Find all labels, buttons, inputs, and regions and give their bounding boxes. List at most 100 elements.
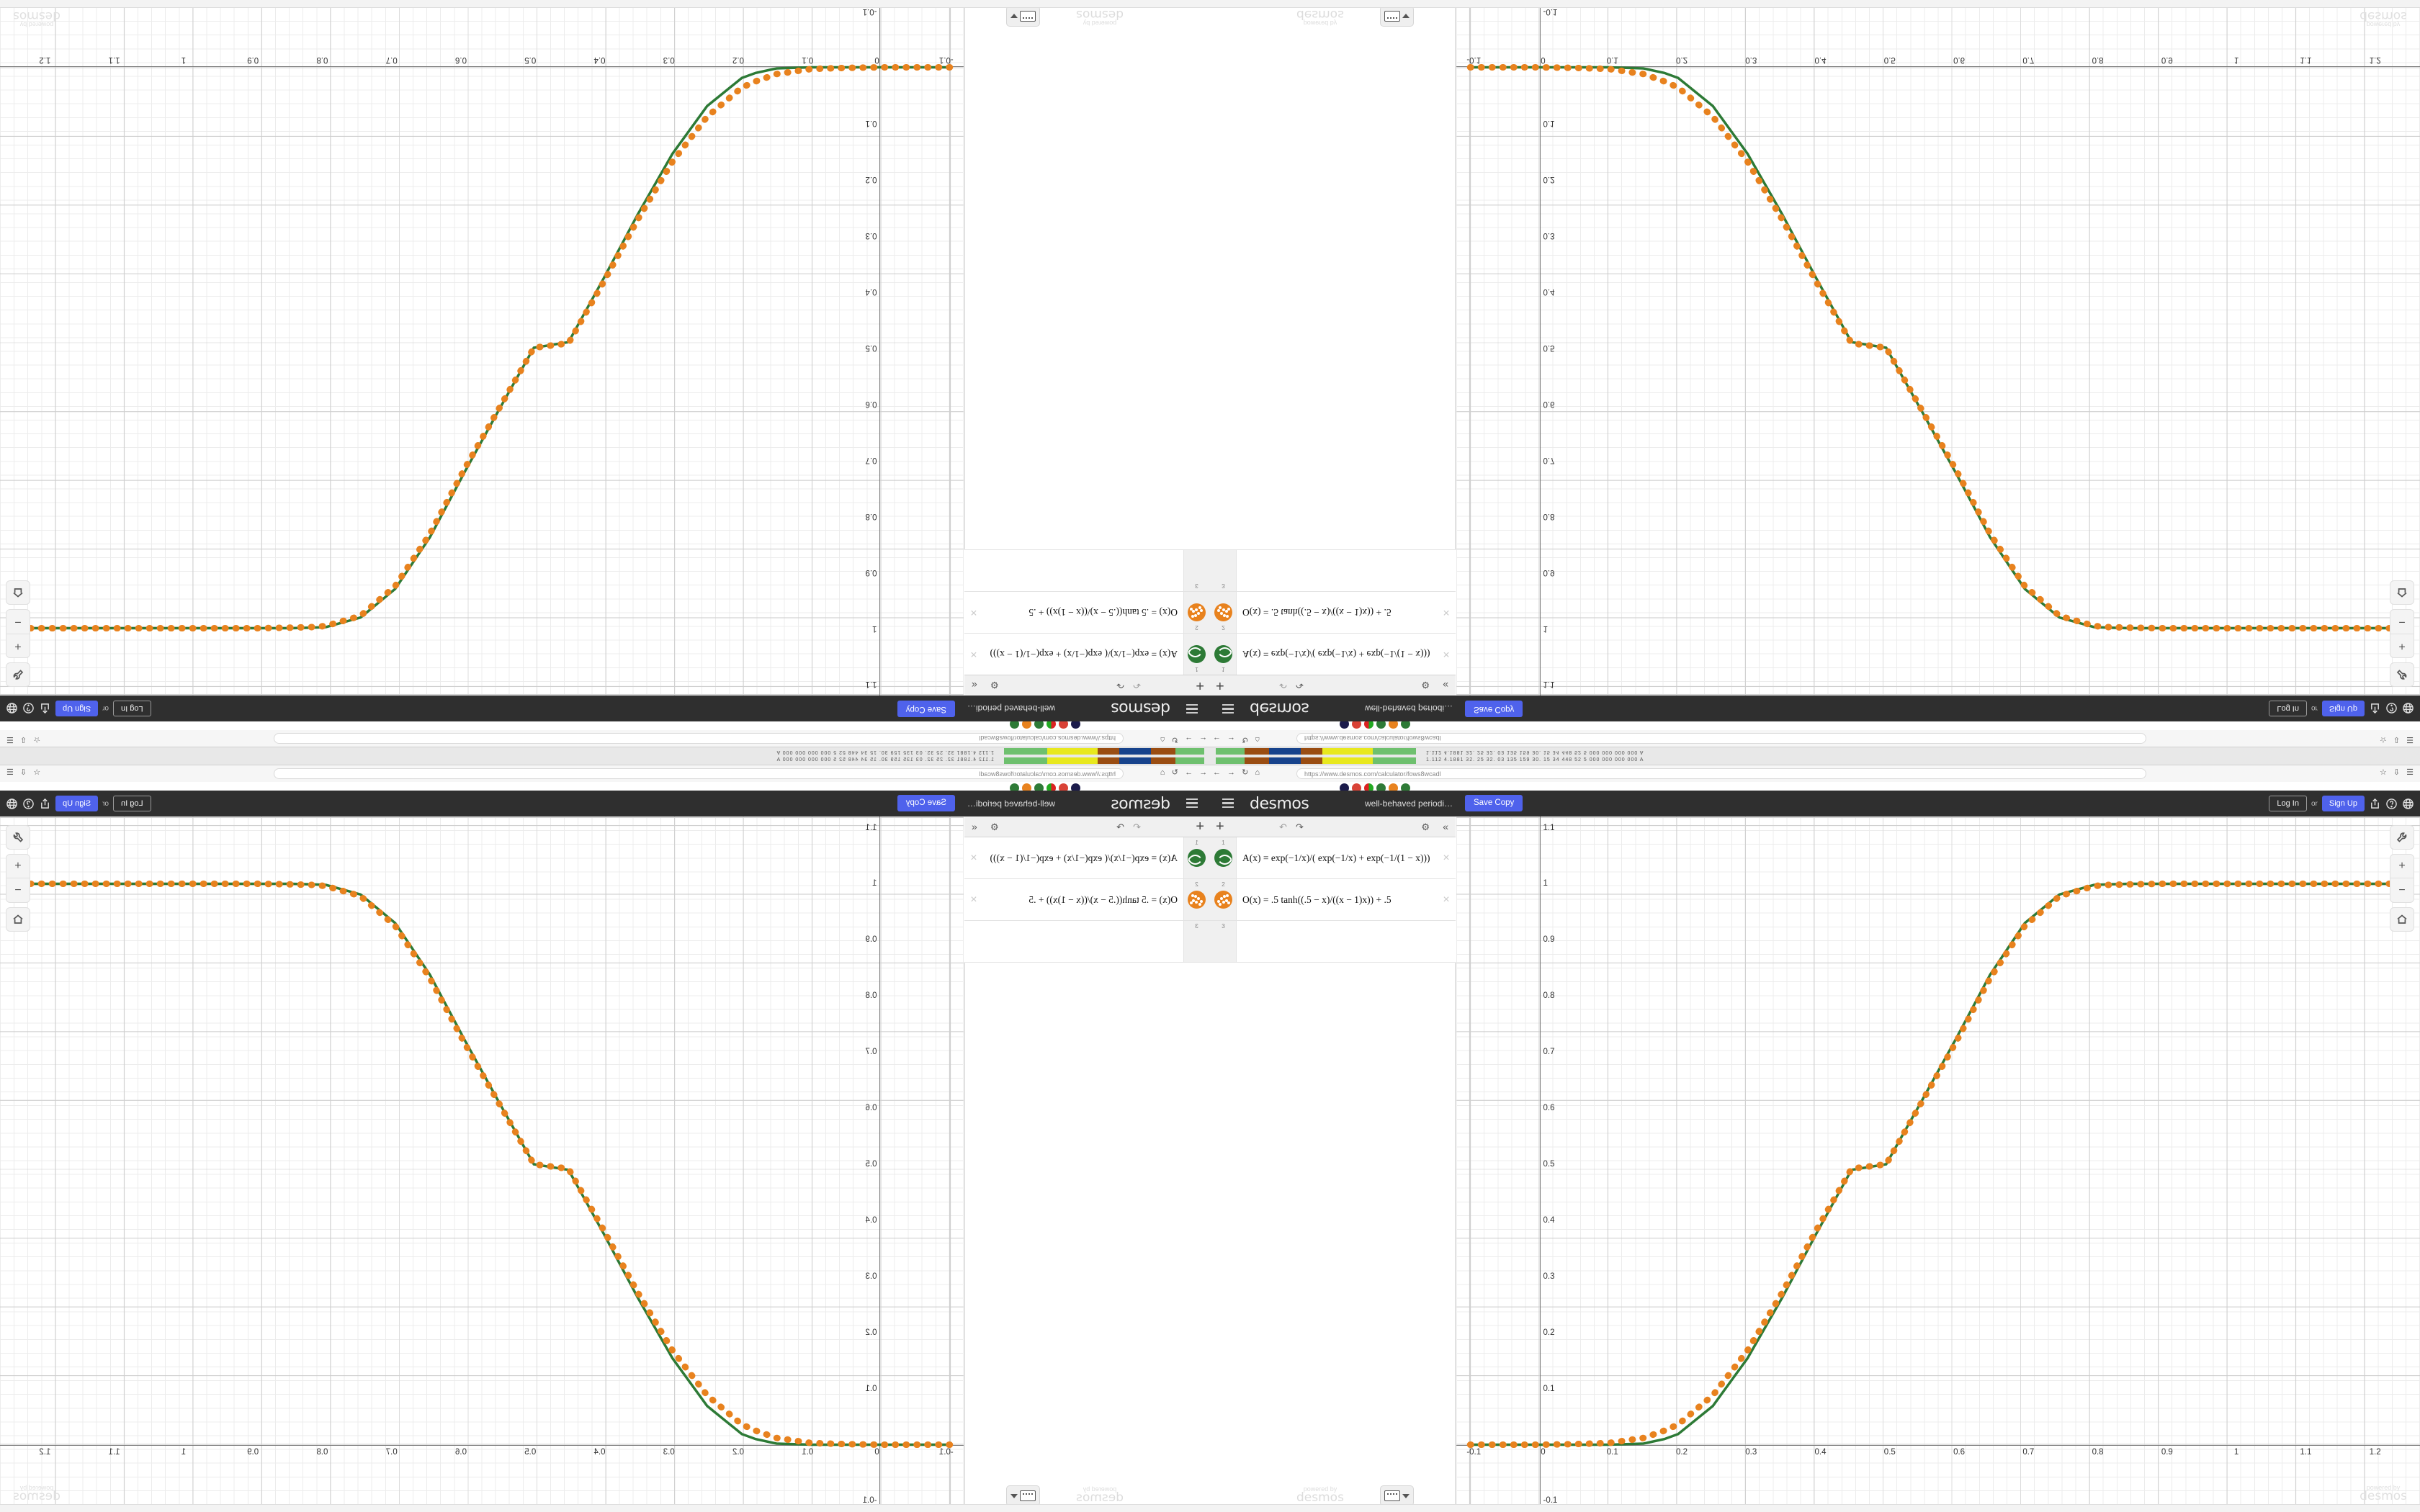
bookmark-icon-3[interactable] (1364, 783, 1373, 793)
zoom-in-icon[interactable]: + (6, 854, 30, 878)
expression-latex[interactable]: A(x) = exp(−1/x)/( exp(−1/x) + exp(−1/(1… (990, 649, 1178, 660)
share-icon[interactable] (39, 798, 51, 810)
browser-tab-strip[interactable]: 1.112 4.1881 32. 25 32. 03 135 159 30. 1… (0, 747, 1210, 756)
table-row[interactable]: 1 A(x) = exp(−1/x)/( exp(−1/x) + exp(−1/… (964, 837, 1210, 879)
graph-canvas[interactable]: -0.1 0 0.1 0.2 0.3 0.4 0.5 0.6 0.7 0.8 0.9 1 1.1 1.2 … (0, 0, 964, 696)
menu-hamburger-icon[interactable] (1222, 798, 1234, 809)
remove-expression-button[interactable]: × (1443, 606, 1450, 619)
collapse-panel-button[interactable]: « (972, 821, 977, 832)
menu-hamburger-icon[interactable] (1186, 798, 1198, 809)
settings-wrench-icon[interactable] (6, 662, 30, 687)
graph-canvas[interactable]: -0.1 0 0.1 0.2 0.3 0.4 0.5 0.6 0.7 0.8 0.9 1 1.1 1.2 … (1456, 0, 2420, 696)
add-expression-button[interactable]: + (1216, 819, 1224, 834)
keyboard-toggle-button[interactable] (1380, 6, 1414, 27)
share-icon[interactable] (2369, 798, 2381, 810)
undo-button[interactable]: ↶ (1279, 680, 1287, 690)
expression-latex[interactable] (964, 921, 1183, 962)
menu-hamburger-icon[interactable] (1186, 703, 1198, 714)
menu-hamburger-icon[interactable] (1222, 703, 1234, 714)
expression-latex[interactable]: A(x) = exp(−1/x)/( exp(−1/x) + exp(−1/(1… (1242, 852, 1430, 863)
table-row[interactable]: 3 (964, 549, 1210, 591)
zoom-in-icon[interactable]: + (2390, 634, 2414, 658)
bookmark-icon-1[interactable] (1340, 783, 1349, 793)
address-bar[interactable]: https://www.desmos.com/calculator/fows8w… (274, 768, 1124, 779)
bookmark-icon-desmos-2[interactable] (1389, 783, 1398, 793)
bookmark-icon-desmos-1[interactable] (1376, 783, 1386, 793)
help-icon[interactable] (2385, 798, 2398, 810)
table-row[interactable]: 3 (1210, 921, 1456, 963)
save-copy-button[interactable]: Save Copy (1465, 795, 1523, 811)
expression-latex[interactable]: O(x) = .5 tanh((.5 − x)/((x − 1)x)) + .5 (1028, 607, 1178, 618)
home-icon[interactable] (6, 580, 30, 605)
collapse-panel-button[interactable]: « (1443, 680, 1448, 691)
share-icon[interactable] (39, 703, 51, 715)
nav-back-forward-reload-icons[interactable]: ← → ↻ ⌂ (1213, 735, 1263, 744)
table-row[interactable]: 2 O(x) = .5 tanh((.5 − x)/((x − 1)x)) + … (1210, 591, 1456, 633)
table-row[interactable]: 2 O(x) = .5 tanh((.5 − x)/((x − 1)x)) + … (964, 591, 1210, 633)
undo-button[interactable]: ↶ (1133, 822, 1141, 832)
table-row[interactable]: 1 A(x) = exp(−1/x)/( exp(−1/x) + exp(−1/… (964, 633, 1210, 675)
orange-dotted-icon[interactable] (1188, 891, 1206, 909)
redo-button[interactable]: ↷ (1296, 822, 1304, 832)
graph-title[interactable]: well-behaved periodic funct... (965, 798, 1055, 809)
undo-button[interactable]: ↶ (1133, 680, 1141, 690)
zoom-out-icon[interactable]: − (6, 878, 30, 903)
expression-latex[interactable] (964, 550, 1183, 591)
collapse-panel-button[interactable]: « (1443, 821, 1448, 832)
nav-extension-icons[interactable]: ☆ ⇩ ☰ (2379, 768, 2416, 777)
graph-canvas[interactable]: -0.1 0 0.1 0.2 0.3 0.4 0.5 0.6 0.7 0.8 0.9 1 1.1 1.2 … (0, 816, 964, 1512)
graph-settings-gear-icon[interactable]: ⚙ (1421, 822, 1430, 832)
keyboard-toggle-button[interactable] (1006, 1485, 1040, 1506)
log-in-button[interactable]: Log In (113, 796, 151, 811)
table-row[interactable]: 3 (1210, 549, 1456, 591)
graph-title[interactable]: well-behaved periodic funct... (1365, 703, 1455, 714)
expression-latex[interactable]: A(x) = exp(−1/x)/( exp(−1/x) + exp(−1/(1… (990, 852, 1178, 863)
settings-wrench-icon[interactable] (2390, 662, 2414, 687)
browser-tab-strip[interactable]: 1.112 4.1881 32. 25 32. 03 135 159 30. 1… (1210, 747, 2420, 756)
keyboard-toggle-button[interactable] (1380, 1485, 1414, 1506)
orange-dotted-icon[interactable] (1188, 603, 1206, 621)
language-icon[interactable] (2402, 703, 2414, 715)
zoom-in-icon[interactable]: + (2390, 854, 2414, 878)
save-copy-button[interactable]: Save Copy (897, 795, 955, 811)
remove-expression-button[interactable]: × (1443, 851, 1450, 864)
zoom-out-icon[interactable]: − (2390, 609, 2414, 634)
nav-back-forward-reload-icons[interactable]: ← → ↻ ⌂ (1157, 768, 1207, 777)
browser-tab-strip[interactable]: 1.112 4.1881 32. 25 32. 03 135 159 30. 1… (1210, 756, 2420, 765)
remove-expression-button[interactable]: × (970, 606, 977, 619)
graph-title[interactable]: well-behaved periodic funct... (1365, 798, 1455, 809)
green-wave-icon[interactable] (1188, 849, 1206, 867)
green-wave-icon[interactable] (1214, 645, 1232, 663)
sign-up-button[interactable]: Sign Up (55, 796, 99, 811)
graph-settings-gear-icon[interactable]: ⚙ (990, 680, 999, 690)
nav-back-forward-reload-icons[interactable]: ← → ↻ ⌂ (1213, 768, 1263, 777)
graph-settings-gear-icon[interactable]: ⚙ (1421, 680, 1430, 690)
nav-extension-icons[interactable]: ☆ ⇩ ☰ (2379, 735, 2416, 744)
remove-expression-button[interactable]: × (970, 893, 977, 906)
table-row[interactable]: 1 A(x) = exp(−1/x)/( exp(−1/x) + exp(−1/… (1210, 633, 1456, 675)
nav-extension-icons[interactable]: ☆ ⇩ ☰ (4, 735, 41, 744)
settings-wrench-icon[interactable] (2390, 825, 2414, 850)
nav-back-forward-reload-icons[interactable]: ← → ↻ ⌂ (1157, 735, 1207, 744)
home-icon[interactable] (6, 907, 30, 932)
green-wave-icon[interactable] (1188, 645, 1206, 663)
zoom-out-icon[interactable]: − (6, 609, 30, 634)
save-copy-button[interactable]: Save Copy (897, 701, 955, 717)
redo-button[interactable]: ↷ (1296, 680, 1304, 690)
expression-latex[interactable] (1237, 921, 1456, 962)
table-row[interactable]: 3 (964, 921, 1210, 963)
zoom-in-icon[interactable]: + (6, 634, 30, 658)
language-icon[interactable] (6, 703, 18, 715)
browser-tab-strip[interactable]: 1.112 4.1881 32. 25 32. 03 135 159 30. 1… (0, 756, 1210, 765)
remove-expression-button[interactable]: × (1443, 648, 1450, 661)
settings-wrench-icon[interactable] (6, 825, 30, 850)
sign-up-button[interactable]: Sign Up (55, 701, 99, 716)
orange-dotted-icon[interactable] (1214, 891, 1232, 909)
graph-title[interactable]: well-behaved periodic funct... (965, 703, 1055, 714)
remove-expression-button[interactable]: × (970, 648, 977, 661)
remove-expression-button[interactable]: × (1443, 893, 1450, 906)
keyboard-toggle-button[interactable] (1006, 6, 1040, 27)
table-row[interactable]: 2 O(x) = .5 tanh((.5 − x)/((x − 1)x)) + … (1210, 879, 1456, 921)
help-icon[interactable] (22, 703, 35, 715)
graph-canvas[interactable]: -0.1 0 0.1 0.2 0.3 0.4 0.5 0.6 0.7 0.8 0.9 1 1.1 1.2 … (1456, 816, 2420, 1512)
